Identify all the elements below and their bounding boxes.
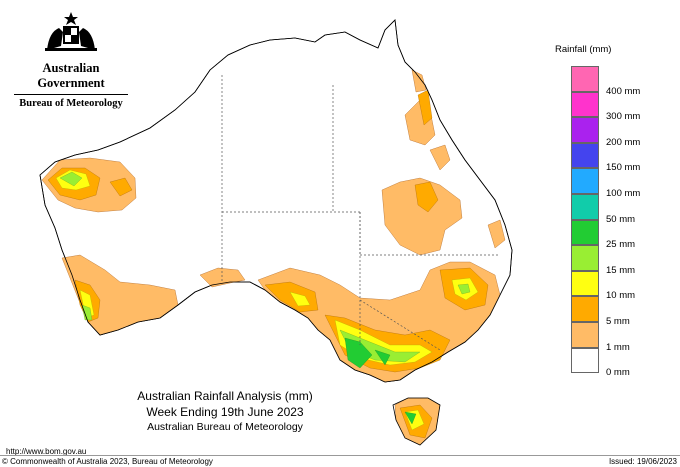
legend-swatch bbox=[571, 117, 599, 143]
legend-label: 0 mm bbox=[606, 367, 630, 379]
legend-swatch bbox=[571, 168, 599, 194]
legend-label: 100 mm bbox=[606, 188, 641, 199]
legend-label: 300 mm bbox=[606, 111, 641, 123]
legend-label: 25 mm bbox=[606, 239, 636, 251]
legend-label: 10 mm bbox=[606, 290, 636, 302]
legend-swatch bbox=[571, 219, 599, 246]
logo-divider bbox=[14, 94, 128, 95]
legend-swatch bbox=[571, 245, 599, 271]
legend-swatch bbox=[571, 321, 599, 348]
legend-swatch bbox=[571, 347, 599, 374]
coat-of-arms-icon bbox=[45, 12, 97, 51]
copyright-text: © Commonwealth of Australia 2023, Bureau… bbox=[2, 457, 213, 466]
legend-swatch bbox=[571, 142, 599, 169]
government-logo: Australian Government Bureau of Meteorol… bbox=[8, 10, 134, 109]
website-link[interactable]: http://www.bom.gov.au bbox=[6, 447, 87, 456]
legend-swatch bbox=[571, 66, 599, 92]
legend-label: 1 mm bbox=[606, 341, 630, 353]
state-borders bbox=[221, 75, 500, 351]
bureau-label: Bureau of Meteorology bbox=[19, 98, 123, 109]
legend-swatch bbox=[571, 296, 599, 322]
legend-label: 400 mm bbox=[606, 85, 641, 97]
legend-label: 5 mm bbox=[606, 316, 630, 327]
government-label: Australian Government bbox=[37, 61, 105, 90]
tasmania-outline bbox=[392, 397, 441, 446]
map-subtitle: Week Ending 19th June 2023 bbox=[146, 405, 304, 419]
legend-label: 50 mm bbox=[606, 213, 636, 225]
issued-date: Issued: 19/06/2023 bbox=[608, 457, 677, 466]
legend-title: Rainfall (mm) bbox=[555, 44, 612, 55]
legend-swatch bbox=[571, 193, 599, 220]
legend-swatch bbox=[571, 91, 599, 118]
legend-label: 150 mm bbox=[606, 162, 641, 174]
legend bbox=[571, 66, 599, 374]
map-credit: Australian Bureau of Meteorology bbox=[147, 421, 303, 433]
legend-label: 15 mm bbox=[606, 264, 636, 276]
map-title: Australian Rainfall Analysis (mm) bbox=[137, 389, 313, 403]
legend-label: 200 mm bbox=[606, 136, 641, 148]
footer-divider bbox=[0, 455, 680, 456]
rain-25mm-regions bbox=[344, 337, 417, 425]
legend-swatch bbox=[571, 270, 599, 297]
